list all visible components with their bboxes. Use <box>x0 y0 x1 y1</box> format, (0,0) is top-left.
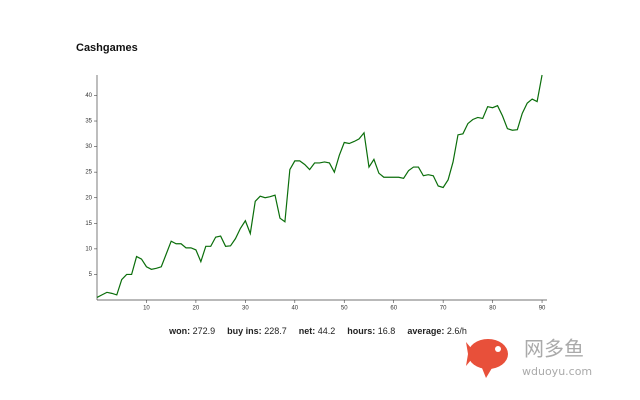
stat: net: 44.2 <box>299 326 336 336</box>
x-tick-label: 20 <box>193 306 200 312</box>
line <box>96 74 543 298</box>
stat: won: 272.9 <box>169 326 215 336</box>
watermark: 网多鱼 wduoyu.com <box>466 337 592 378</box>
fish-eye <box>495 346 501 352</box>
stat-label: net: <box>298 326 316 336</box>
stats: won: 272.9 buy ins: 228.7 net: 44.2 hours: … <box>0 326 636 336</box>
y-tick-label: 30 <box>85 144 92 150</box>
y-tick-label: 20 <box>85 195 92 201</box>
stat-value: 272.9 <box>192 326 216 336</box>
chart-title: Cashgames <box>76 42 138 54</box>
y-tick-label: 25 <box>85 170 92 176</box>
y-tick-label: 10 <box>85 246 92 252</box>
stat-label: buy ins: <box>227 326 262 336</box>
watermark-name: 网多鱼 <box>524 337 584 361</box>
x-tick-label: 10 <box>143 306 150 312</box>
stat-value: 44.2 <box>317 326 336 336</box>
x-tick-label: 80 <box>489 306 496 312</box>
y-tick-label: 5 <box>89 272 93 278</box>
y-tick-label: 15 <box>85 221 92 227</box>
watermark-url: wduoyu.com <box>522 365 592 378</box>
x-tick-label: 50 <box>341 306 348 312</box>
stat: buy ins: 228.7 <box>227 326 287 336</box>
stat: average: 2.6/h <box>407 326 467 336</box>
fish-fin <box>482 368 492 378</box>
stat: hours: 16.8 <box>347 326 395 336</box>
fish-tail <box>466 342 476 366</box>
x-tick-label: 60 <box>390 306 397 312</box>
stat-value: 228.7 <box>264 326 287 336</box>
y-tick-label: 35 <box>85 119 92 125</box>
stat-value: 16.8 <box>377 326 396 336</box>
x-tick-label: 90 <box>539 306 546 312</box>
stat-label: won: <box>169 326 191 336</box>
x-tick-label: 30 <box>242 306 249 312</box>
stat-value: 2.6/h <box>446 326 467 336</box>
x-tick-label: 70 <box>440 306 447 312</box>
stat-label: hours: <box>347 326 376 336</box>
y-tick-label: 40 <box>85 93 92 99</box>
x-tick-label: 40 <box>291 306 298 312</box>
stat-label: average: <box>407 326 445 336</box>
